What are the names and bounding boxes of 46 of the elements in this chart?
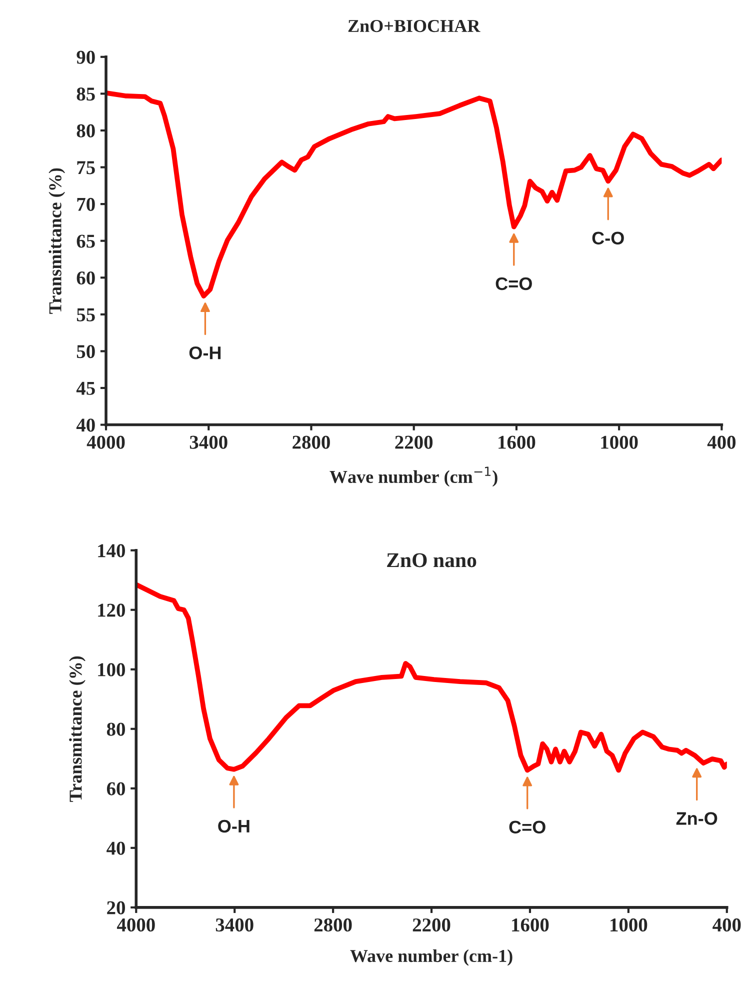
y-axis-title: Transmittance (%): [48, 168, 66, 314]
annotation: O-H: [218, 820, 250, 833]
y-tick-label: 65: [76, 234, 95, 248]
x-tick-label: 4000: [116, 918, 155, 932]
annotation: Zn-O: [676, 812, 718, 825]
y-tick-label: 80: [106, 722, 125, 736]
x-tick-label: 1600: [512, 918, 549, 932]
x-tick-label: 1600: [498, 436, 536, 449]
y-tick-label: 140: [98, 544, 125, 558]
x-axis-title: Wave number (cm-1): [350, 949, 512, 966]
y-tick-label: 60: [106, 782, 125, 796]
x-tick-label: 3400: [190, 436, 228, 449]
annotation: C=O: [509, 820, 546, 834]
y-tick-label: 45: [76, 382, 95, 395]
x-tick-label: 400: [712, 918, 741, 932]
line-series: [106, 90, 722, 298]
y-tick-label: 55: [76, 308, 95, 322]
x-tick-label: 1000: [601, 436, 638, 449]
y-tick-label: 20: [107, 901, 125, 914]
y-tick-label: 90: [76, 50, 95, 64]
y-tick-label: 50: [76, 345, 95, 358]
y-tick-label: 75: [77, 161, 95, 174]
y-tick-label: 100: [98, 663, 125, 676]
y-tick-label: 40: [106, 842, 125, 855]
x-tick-label: 2200: [395, 436, 433, 449]
y-tick-label: 80: [76, 124, 95, 138]
y-tick-label: 70: [77, 198, 95, 211]
x-tick-label: 3400: [216, 918, 254, 932]
x-tick-label: 2200: [412, 918, 450, 932]
chart-title: ZnO nano: [387, 553, 476, 568]
annotation: C-O: [592, 232, 624, 244]
x-axis-title: Wave number (cm$^{−1}$): [330, 466, 498, 487]
line-series: [136, 582, 727, 773]
x-tick-label: 1000: [610, 918, 648, 932]
y-tick-label: 85: [76, 88, 95, 101]
annotation: O-H: [189, 346, 221, 360]
y-tick-label: 120: [98, 604, 125, 617]
x-tick-label: 400: [707, 436, 736, 449]
annotation: C=O: [496, 277, 532, 290]
y-tick-label: 40: [76, 418, 95, 432]
x-tick-label: 2800: [314, 918, 352, 932]
y-axis-title: Transmittance (%): [69, 656, 86, 802]
x-tick-label: 4000: [86, 436, 125, 449]
x-tick-label: 2800: [292, 436, 330, 449]
chart-title: ZnO+BIOCHAR: [348, 20, 480, 32]
y-tick-label: 60: [76, 271, 95, 285]
